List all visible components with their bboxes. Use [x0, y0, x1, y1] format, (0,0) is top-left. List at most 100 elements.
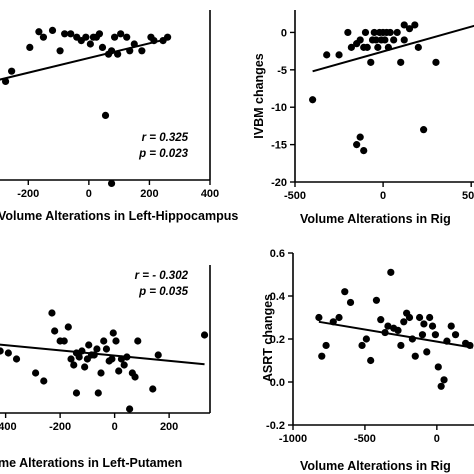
data-point — [387, 268, 395, 276]
data-point — [451, 331, 460, 339]
data-point — [72, 389, 81, 397]
data-point — [346, 298, 355, 307]
x-tick-label: -200 — [49, 421, 71, 433]
data-point — [95, 30, 104, 38]
data-point — [447, 322, 455, 330]
data-point — [1, 77, 10, 85]
data-point — [377, 316, 385, 324]
data-point — [60, 337, 68, 345]
data-point — [414, 43, 422, 51]
data-point — [318, 352, 326, 360]
data-point — [112, 337, 120, 345]
data-point — [466, 341, 474, 350]
data-point — [344, 28, 352, 37]
stat-p-annotation: p = 0.023 — [138, 148, 189, 160]
scatter-panel-2: -500 0 500 0 -5 -10 -15 -20 Volume Alterations i… — [252, 10, 474, 226]
data-point — [358, 341, 366, 350]
data-point — [397, 58, 405, 66]
data-point — [26, 43, 34, 52]
data-point — [437, 382, 445, 390]
data-point — [117, 355, 126, 363]
data-point — [150, 37, 158, 45]
x-axis-label: Volume Alterations in Left-Hippocampus — [0, 209, 238, 223]
data-point — [405, 313, 414, 322]
data-point — [131, 373, 139, 381]
data-point — [347, 43, 355, 51]
data-point — [420, 126, 428, 134]
data-point — [4, 349, 12, 357]
x-axis-label: Volume Alterations in Rig — [300, 459, 451, 473]
data-point — [94, 389, 102, 397]
data-point — [322, 341, 330, 350]
data-point — [200, 331, 209, 339]
data-point — [93, 345, 101, 353]
data-point — [117, 30, 125, 38]
data-point — [31, 369, 40, 377]
data-point — [381, 328, 389, 337]
data-point — [67, 30, 75, 38]
data-point — [101, 111, 110, 119]
y-tick-label: 0.6 — [270, 248, 285, 260]
data-point — [123, 353, 131, 361]
data-point — [423, 348, 431, 356]
y-tick-label: -5 — [277, 65, 287, 77]
data-point — [67, 355, 75, 363]
data-point — [408, 335, 416, 343]
data-point — [51, 327, 59, 335]
x-axis-label: me Alterations in Left-Putamen — [0, 456, 182, 470]
x-axis-label: Volume Alterations in Rig — [300, 212, 451, 226]
scatter-panel-3: -400 -200 0 200 me Alterations in Left-Putam… — [0, 265, 211, 470]
data-point — [48, 26, 57, 34]
data-point — [372, 296, 381, 304]
y-tick-label: -15 — [271, 140, 287, 152]
data-point — [363, 43, 371, 51]
x-tick-label: 400 — [201, 188, 219, 200]
data-point — [154, 351, 162, 359]
data-point — [138, 47, 146, 55]
y-axis-label: IVBM changes — [252, 53, 266, 138]
y-tick-label: 0.4 — [270, 291, 286, 303]
data-point — [434, 363, 442, 371]
data-point — [394, 326, 402, 334]
data-point — [323, 51, 331, 59]
data-point — [384, 43, 392, 51]
data-point — [341, 288, 349, 296]
data-point — [384, 322, 392, 330]
data-point — [107, 47, 116, 55]
data-point — [123, 33, 131, 41]
data-point — [356, 36, 364, 44]
data-point — [393, 28, 401, 37]
data-point — [426, 313, 434, 322]
data-point — [415, 313, 424, 322]
data-point — [356, 133, 364, 141]
data-point — [81, 363, 89, 371]
data-point — [48, 309, 56, 317]
data-point — [0, 347, 4, 355]
data-point — [102, 345, 111, 353]
data-point — [107, 179, 116, 187]
data-point — [78, 347, 86, 355]
data-point — [109, 329, 117, 337]
x-tick-label: -400 — [0, 421, 17, 433]
data-point — [335, 313, 343, 322]
data-point — [108, 355, 116, 363]
data-point — [126, 405, 134, 413]
data-point — [360, 146, 368, 155]
data-point — [386, 28, 394, 37]
data-point — [374, 43, 382, 51]
y-tick-label: 0.0 — [270, 377, 285, 389]
x-tick-label: -500 — [354, 433, 376, 445]
data-point — [315, 313, 323, 322]
data-point — [420, 320, 428, 328]
y-tick-label: 0.2 — [270, 334, 285, 346]
stat-p-annotation: p = 0.035 — [138, 286, 189, 298]
stat-r-annotation: r = 0.325 — [142, 132, 189, 144]
data-point — [428, 322, 437, 330]
regression-line — [312, 24, 474, 73]
x-tick-label: 200 — [140, 188, 158, 200]
data-point — [149, 385, 157, 393]
data-point — [126, 47, 134, 55]
data-point — [372, 36, 380, 44]
data-point — [370, 28, 378, 37]
